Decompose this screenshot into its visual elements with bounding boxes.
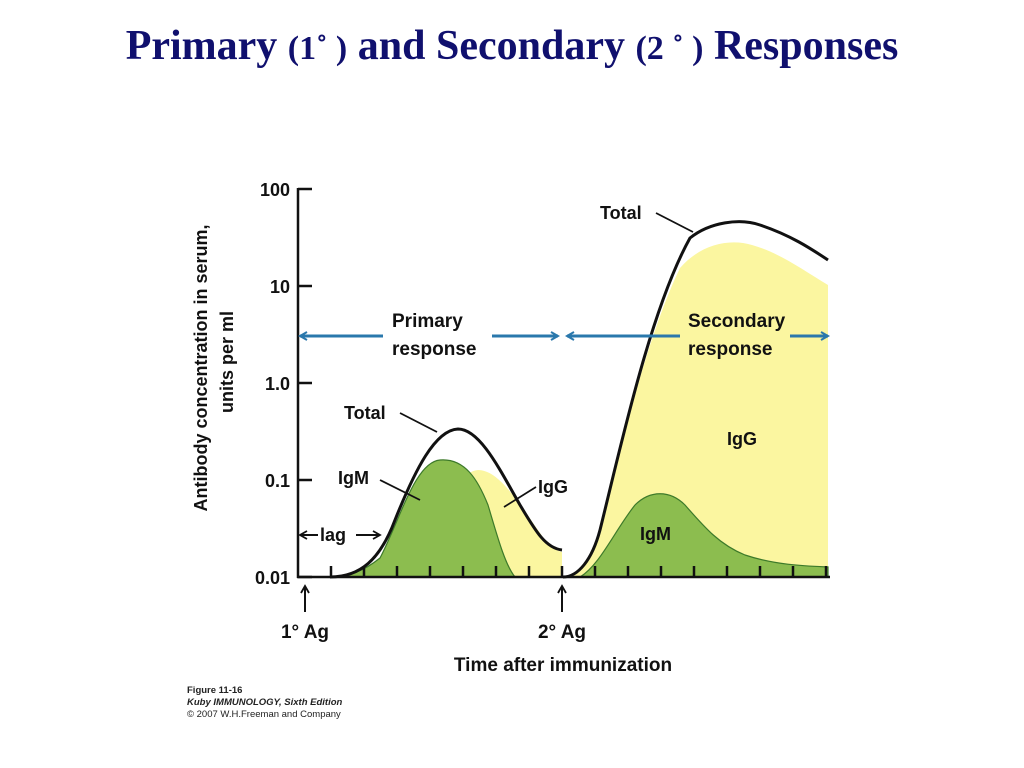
label-ag1: 1° Ag: [281, 622, 329, 643]
caption-figure-number: Figure 11-16: [187, 685, 243, 696]
title-and-secondary: and Secondary: [357, 23, 625, 69]
secondary-response-label-line2: response: [688, 339, 772, 360]
title-paren-primary: (1˚ ): [287, 30, 348, 67]
y-tick-label-100: 100: [260, 180, 290, 200]
title-responses: Responses: [713, 23, 899, 69]
primary-total-curve: [329, 427, 563, 579]
label-total-primary: Total: [344, 403, 386, 423]
caption-copyright: © 2007 W.H.Freeman and Company: [187, 709, 341, 720]
title-primary: Primary: [125, 23, 278, 69]
y-tick-label-1: 1.0: [265, 374, 290, 394]
x-axis-label: Time after immunization: [454, 655, 672, 676]
y-tick-label-0-1: 0.1: [265, 471, 290, 491]
y-tick-label-0-01: 0.01: [255, 568, 290, 588]
slide-title: Primary (1˚ ) and Secondary (2 ˚ ) Respo…: [0, 22, 1024, 70]
label-total-secondary: Total: [600, 203, 642, 223]
secondary-igm-area: [577, 493, 829, 578]
figure-caption: Figure 11-16 Kuby IMMUNOLOGY, Sixth Edit…: [187, 685, 342, 721]
primary-igm-area: [329, 459, 517, 578]
secondary-response-label-line1: Secondary: [688, 311, 786, 332]
primary-response-label-line2: response: [392, 339, 476, 360]
secondary-total-curve: [562, 220, 829, 579]
leader-total-primary: [399, 412, 438, 433]
label-ag2: 2° Ag: [538, 622, 586, 643]
caption-book: Kuby IMMUNOLOGY, Sixth Edition: [187, 697, 343, 708]
x-tick-marks: [329, 566, 828, 577]
label-igm-secondary: IgM: [640, 524, 671, 544]
y-tick-label-10: 10: [270, 277, 290, 297]
secondary-igg-area: [563, 242, 828, 577]
y-tick-marks: [298, 187, 312, 579]
leader-total-secondary: [655, 212, 694, 233]
label-lag: lag: [320, 525, 346, 545]
y-axis-label-line2: units per ml: [217, 311, 237, 413]
primary-response-label-line1: Primary: [392, 311, 463, 332]
title-paren-secondary: (2 ˚ ): [635, 30, 704, 67]
leader-igm-primary: [379, 479, 421, 501]
label-igm-primary: IgM: [338, 468, 369, 488]
label-igg-primary: IgG: [538, 477, 568, 497]
leader-igg-primary: [503, 486, 537, 508]
label-igg-secondary: IgG: [727, 429, 757, 449]
y-axis-label-line1: Antibody concentration in serum,: [191, 224, 211, 511]
